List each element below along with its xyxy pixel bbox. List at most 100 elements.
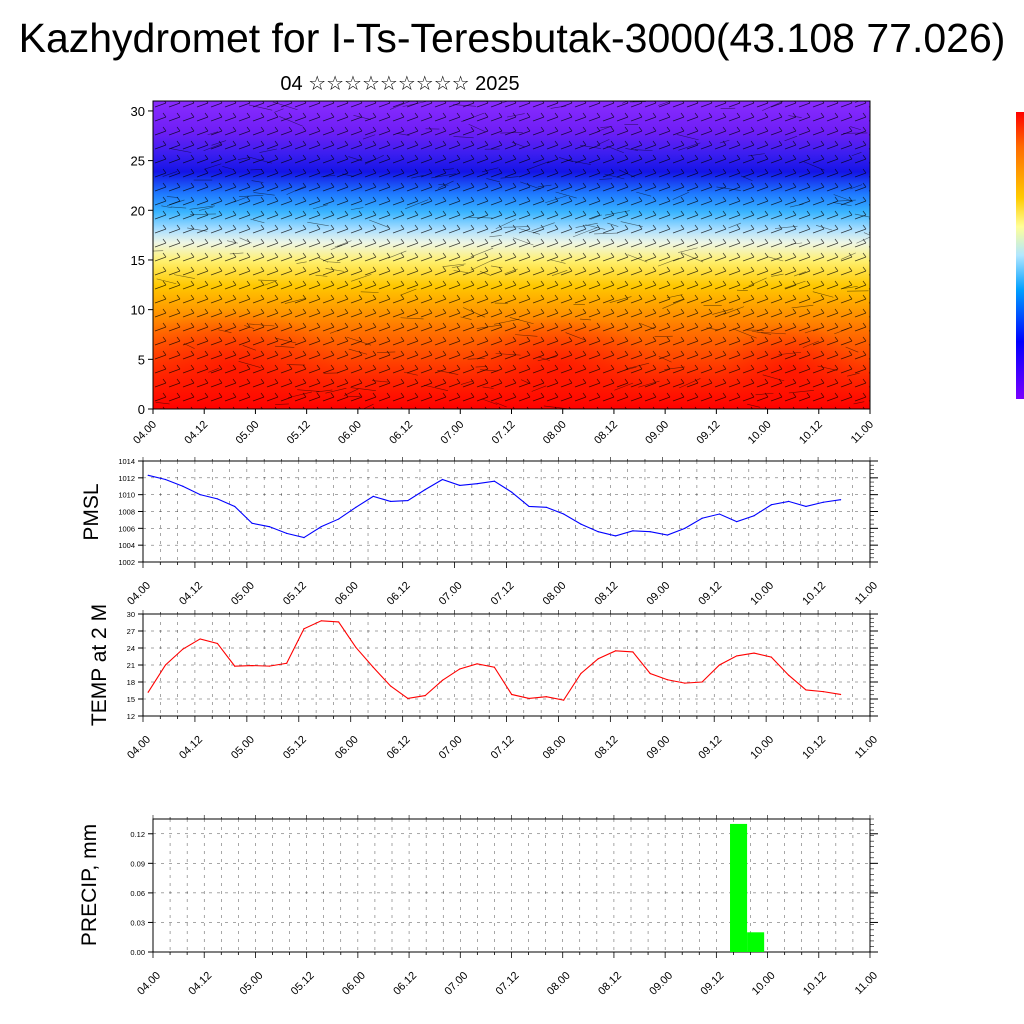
temp2m-data-point: [493, 666, 495, 668]
wind-streak: [559, 157, 574, 163]
wind-streak: [622, 101, 629, 104]
wind-streak: [840, 252, 856, 260]
wind-streak: [247, 156, 272, 164]
wind-streak: [244, 325, 255, 329]
wind-streak: [350, 207, 364, 210]
wind-streak: [604, 173, 625, 180]
y-tick-label: 20: [131, 203, 145, 218]
pmsl-data-point: [493, 480, 495, 482]
x-tick-label: 11.00: [853, 970, 880, 997]
temp2m-data-point: [597, 658, 599, 660]
pmsl-data-point: [147, 474, 149, 476]
wind-streak: [259, 148, 277, 153]
x-tick-label: 10.00: [750, 970, 778, 998]
x-tick-label: 05.12: [281, 734, 309, 762]
temp2m-data-point: [839, 693, 842, 696]
wind-streak: [208, 368, 219, 373]
wind-streak: [460, 380, 474, 385]
wind-streak: [321, 174, 336, 178]
temp2m-data-point: [303, 628, 305, 630]
x-tick-label: 04.12: [182, 419, 210, 447]
temp2m-data-point: [407, 697, 409, 700]
wind-streak: [353, 115, 371, 120]
pmsl-data-point: [320, 526, 322, 528]
wind-streak: [222, 166, 235, 170]
wind-streak: [526, 161, 550, 171]
pmsl-data-point: [805, 505, 807, 508]
wind-streak: [507, 113, 525, 118]
x-tick-label: 08.12: [592, 419, 620, 447]
x-tick-label: 05.00: [229, 734, 257, 762]
wind-streak: [545, 195, 567, 204]
wind-streak: [565, 332, 586, 341]
wind-streak: [716, 186, 741, 191]
wind-streak: [767, 256, 784, 262]
x-tick-label: 09.12: [699, 970, 727, 998]
wind-barbs: [153, 101, 870, 409]
x-tick-label: 11.00: [853, 734, 880, 761]
x-tick-label: 09.00: [644, 580, 672, 608]
temp2m-data-point: [199, 638, 201, 640]
wind-streak: [187, 227, 208, 232]
x-tick-label: 05.00: [234, 419, 262, 447]
pmsl-data-point: [424, 489, 426, 491]
wind-streak: [307, 221, 329, 227]
temp2m-data-point: [649, 672, 651, 675]
wind-streak: [723, 306, 745, 315]
wind-streak: [482, 167, 499, 173]
wind-streak: [486, 178, 501, 183]
wind-streak: [431, 173, 456, 179]
wind-streak: [264, 281, 275, 286]
wind-streak: [242, 345, 257, 351]
wind-streak: [762, 101, 785, 111]
colorbar: [1016, 112, 1024, 399]
wind-streak: [403, 371, 418, 376]
wind-streak: [405, 199, 429, 210]
wind-streak: [850, 126, 861, 131]
wind-streak: [198, 206, 214, 211]
temp2m-data-point: [666, 679, 669, 681]
x-tick-label: 08.12: [593, 580, 621, 608]
wind-streak: [634, 149, 653, 151]
wind-streak: [470, 247, 494, 258]
wind-streak: [512, 237, 534, 246]
wind-streak: [312, 204, 328, 210]
x-tick-label: 06.00: [333, 734, 361, 762]
temp2m-data-point: [614, 650, 617, 652]
wind-streak: [580, 144, 602, 149]
temp2m-data-point: [251, 664, 253, 667]
wind-streak: [326, 261, 341, 263]
y-tick-label: 1006: [118, 524, 135, 533]
wind-streak: [572, 227, 598, 238]
wind-streak: [253, 192, 275, 196]
wind-streak: [627, 254, 648, 263]
wind-streak: [272, 101, 298, 111]
temp2m-ylabel: TEMP at 2 M: [88, 604, 111, 726]
wind-streak: [678, 142, 701, 151]
wind-streak: [438, 184, 449, 186]
precip-panel: 0.00 0.03 0.06 0.09 0.12 04.00 04.12 05.00 05.12…: [78, 815, 880, 998]
wind-streak: [732, 328, 757, 339]
wind-streak: [423, 384, 449, 392]
wind-streak: [815, 225, 833, 231]
pmsl-data-point: [337, 518, 340, 520]
pmsl-data-point: [753, 515, 755, 517]
wind-streak: [509, 317, 534, 325]
temp2m-data-point: [822, 691, 824, 693]
wind-streak: [296, 261, 307, 264]
wind-streak: [325, 387, 347, 394]
wind-streak: [804, 328, 819, 334]
temp2m-panel: 12 15 18 21 24 27 30 04.00 04.12 05.00 05.12 06.00 0…: [88, 604, 880, 762]
wind-streak: [286, 186, 305, 195]
wind-streak: [364, 155, 384, 165]
x-tick-label: 06.12: [391, 970, 419, 998]
wind-streak: [550, 259, 566, 264]
wind-streak: [476, 324, 502, 329]
wind-streak: [594, 232, 618, 235]
wind-streak: [364, 403, 374, 409]
y-tick-label: 24: [127, 644, 135, 653]
wind-streak: [166, 196, 178, 198]
wind-streak: [218, 329, 232, 333]
pmsl-data-point: [563, 513, 565, 515]
wind-streak: [520, 181, 541, 190]
